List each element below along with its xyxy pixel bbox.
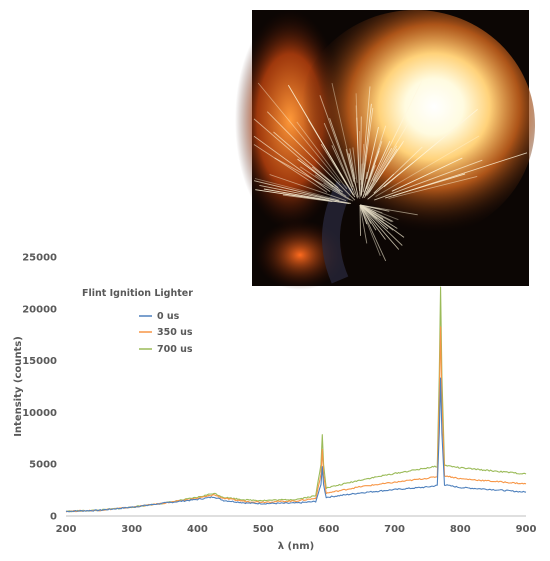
x-tick-label: 500 xyxy=(253,524,274,535)
y-tick-label: 5000 xyxy=(29,460,57,471)
y-axis-title: Intensity (counts) xyxy=(13,336,24,437)
flint-sparks-photo xyxy=(235,10,535,290)
legend-entry: 0 us xyxy=(157,311,180,322)
chart-title: Flint Ignition Lighter xyxy=(82,288,193,299)
y-tick-label: 0 xyxy=(50,512,57,523)
x-tick-label: 300 xyxy=(121,524,142,535)
axes: 200 300 400 500 600 700 800 900 0 5000 10000 15000 2… xyxy=(13,253,536,553)
legend-entry: 700 us xyxy=(157,344,193,355)
x-tick-label: 700 xyxy=(384,524,405,535)
x-tick-label: 900 xyxy=(516,524,537,535)
x-tick-label: 400 xyxy=(187,524,208,535)
y-tick-label: 15000 xyxy=(22,356,57,367)
x-axis-title: λ (nm) xyxy=(278,541,315,552)
y-tick-label: 10000 xyxy=(22,408,57,419)
series-line-0-us xyxy=(65,377,527,513)
series-line-700-us xyxy=(65,286,527,513)
y-tick-label: 25000 xyxy=(22,253,57,264)
legend-entry: 350 us xyxy=(157,327,193,338)
series-group xyxy=(65,286,527,513)
x-tick-label: 200 xyxy=(56,524,77,535)
x-tick-label: 800 xyxy=(450,524,471,535)
x-tick-label: 600 xyxy=(318,524,339,535)
series-line-350-us xyxy=(65,326,527,513)
legend: Flint Ignition Lighter 0 us 350 us 700 us xyxy=(82,288,193,355)
y-tick-label: 20000 xyxy=(22,304,57,315)
